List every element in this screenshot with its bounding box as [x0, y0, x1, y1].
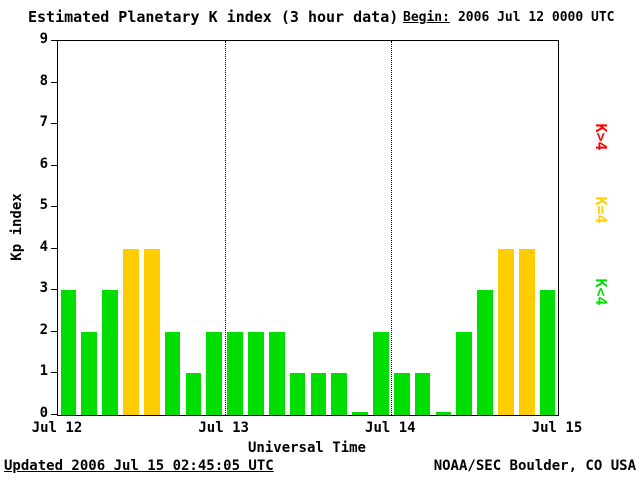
kp-bar [373, 331, 389, 415]
kp-bar [123, 248, 139, 415]
y-tick-mark [51, 164, 57, 166]
y-tick-mark [51, 81, 57, 83]
chart-title: Estimated Planetary K index (3 hour data… [28, 8, 399, 26]
kp-bar [331, 373, 348, 415]
kp-bar [414, 373, 431, 415]
legend-item: K<4 [592, 278, 610, 306]
kp-bar [435, 412, 452, 415]
legend-item: K>4 [592, 123, 610, 151]
y-tick-mark [51, 247, 57, 249]
day-gridline [224, 41, 226, 415]
kp-bar [81, 331, 98, 415]
day-gridline [391, 41, 393, 415]
y-tick-mark [51, 123, 57, 125]
y-tick-label: 1 [39, 363, 48, 380]
y-tick-label: 3 [39, 280, 48, 297]
x-tick-label: Jul 14 [365, 420, 416, 436]
plot-area [57, 40, 559, 416]
kp-bar [539, 290, 556, 415]
y-tick-mark [51, 206, 57, 208]
kp-bar [143, 248, 160, 415]
x-axis-label: Universal Time [247, 440, 366, 456]
y-tick-label: 7 [39, 114, 48, 131]
kp-bar [393, 373, 410, 415]
kp-bar [227, 331, 243, 415]
kp-bar [102, 290, 118, 415]
kp-bar [518, 248, 535, 415]
y-tick-label: 5 [39, 197, 48, 214]
kp-bar [185, 373, 202, 415]
y-tick-label: 6 [39, 155, 48, 172]
begin-timestamp: Begin: 2006 Jul 12 0000 UTC [403, 10, 615, 25]
kp-bar [164, 331, 181, 415]
y-tick-mark [51, 289, 57, 291]
kp-bar [206, 331, 223, 415]
kp-bar [352, 412, 368, 415]
kp-bar [477, 290, 493, 415]
updated-timestamp: Updated 2006 Jul 15 02:45:05 UTC [4, 458, 274, 474]
y-tick-label: 9 [39, 31, 48, 47]
y-tick-mark [51, 414, 57, 415]
x-tick-label: Jul 12 [31, 420, 83, 436]
kp-bar [456, 331, 473, 415]
y-tick-mark [51, 372, 57, 374]
kp-bar [60, 290, 77, 415]
y-tick-label: 2 [39, 321, 48, 338]
kp-bar [310, 373, 327, 415]
kp-bar [289, 373, 306, 415]
source-label: NOAA/SEC Boulder, CO USA [433, 458, 636, 474]
y-tick-label: 4 [39, 238, 48, 255]
kp-bar [498, 248, 514, 415]
x-tick-label: Jul 15 [531, 420, 583, 436]
y-tick-mark [51, 40, 57, 41]
begin-value: 2006 Jul 12 0000 UTC [457, 10, 615, 25]
y-tick-mark [51, 330, 57, 332]
y-tick-label: 8 [39, 72, 48, 89]
begin-label: Begin: [403, 10, 450, 25]
x-tick-label: Jul 13 [198, 420, 249, 436]
y-tick-label: 0 [39, 405, 48, 421]
kp-bar [268, 331, 285, 415]
legend-item: K=4 [592, 196, 610, 224]
kp-bar [248, 331, 264, 415]
